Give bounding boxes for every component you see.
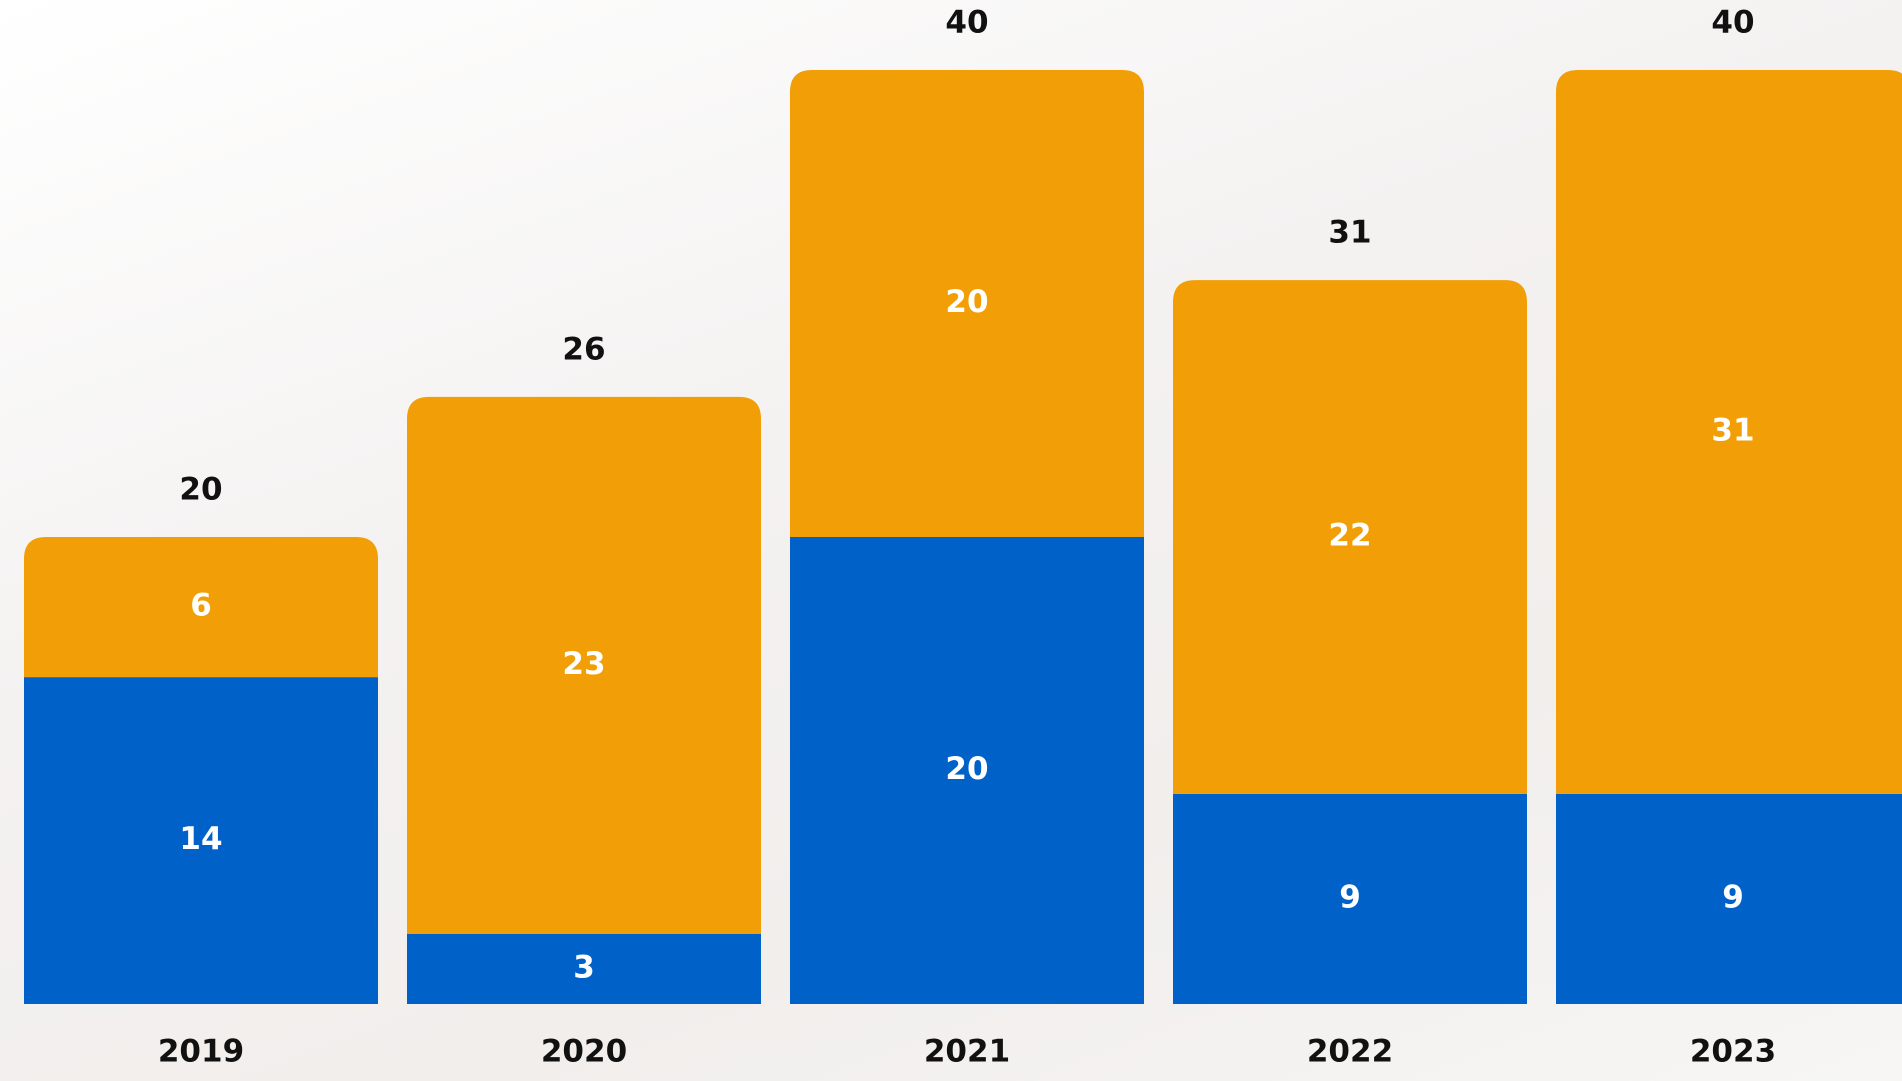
bar-segment (407, 933, 761, 1004)
segment-label: 3 (573, 949, 595, 985)
x-tick-label: 2020 (541, 1034, 627, 1070)
x-tick-label: 2023 (1690, 1034, 1776, 1070)
segment-label: 9 (1339, 879, 1361, 915)
total-label: 40 (1711, 5, 1754, 41)
segment-label: 20 (945, 284, 988, 320)
bar-segment (790, 537, 1144, 1004)
bar-segment (1556, 70, 1902, 794)
total-label: 20 (179, 472, 222, 508)
bar-segment (1173, 793, 1527, 1004)
bar-segment (407, 396, 761, 934)
x-tick-label: 2021 (924, 1034, 1010, 1070)
bar-segment (24, 537, 378, 678)
bar-segment (24, 677, 378, 1004)
segment-label: 23 (562, 646, 605, 682)
total-label: 40 (945, 5, 988, 41)
segment-label: 14 (179, 821, 222, 857)
segment-label: 6 (190, 588, 212, 624)
x-tick-label: 2022 (1307, 1034, 1393, 1070)
bar-segment (1173, 280, 1527, 794)
segment-label: 9 (1722, 879, 1744, 915)
segment-label: 22 (1328, 518, 1371, 554)
bar-segment (790, 70, 1144, 537)
bar-segment (1556, 793, 1902, 1004)
total-label: 26 (562, 331, 605, 367)
total-label: 31 (1328, 215, 1371, 251)
segment-label: 20 (945, 751, 988, 787)
x-tick-label: 2019 (158, 1034, 244, 1070)
segment-label: 31 (1711, 412, 1754, 448)
